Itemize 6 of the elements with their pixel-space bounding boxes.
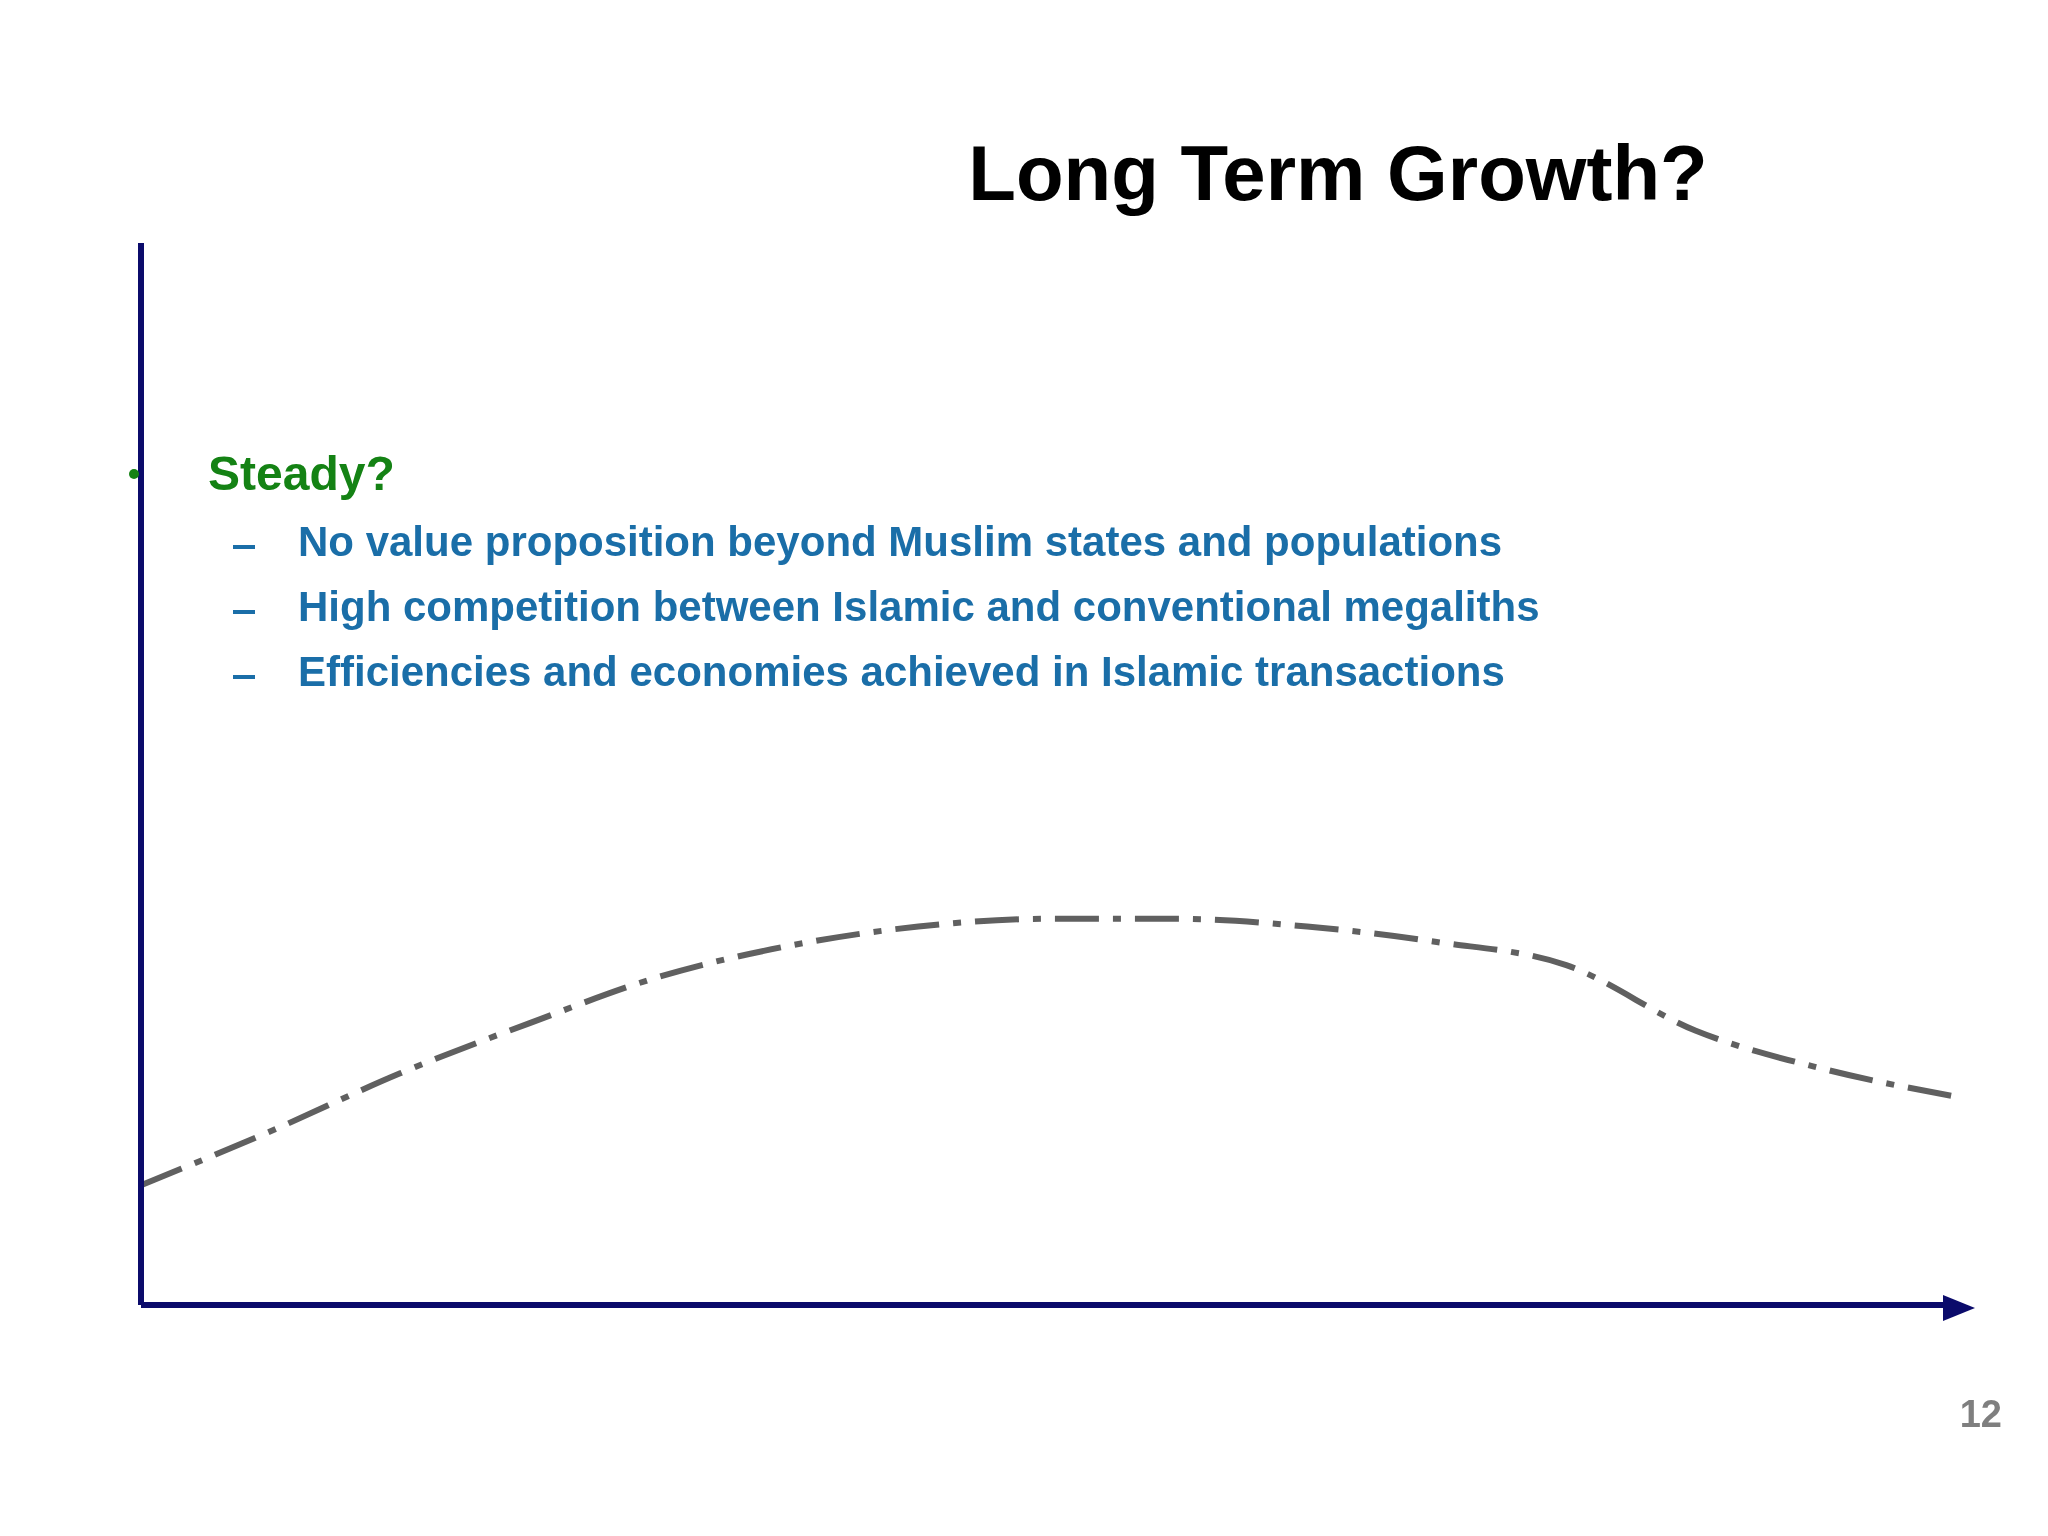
text: Steady? xyxy=(207,446,395,501)
text: High competition between Islamic and conventional megaliths xyxy=(297,583,1540,631)
chart-title: Long Term Growth? xyxy=(967,128,1709,219)
text: No value proposition beyond Muslim states and populations xyxy=(297,518,1503,566)
text: Efficiencies and economies achieved in Islamic transactions xyxy=(297,648,1505,696)
text: 12 xyxy=(1959,1393,2002,1436)
